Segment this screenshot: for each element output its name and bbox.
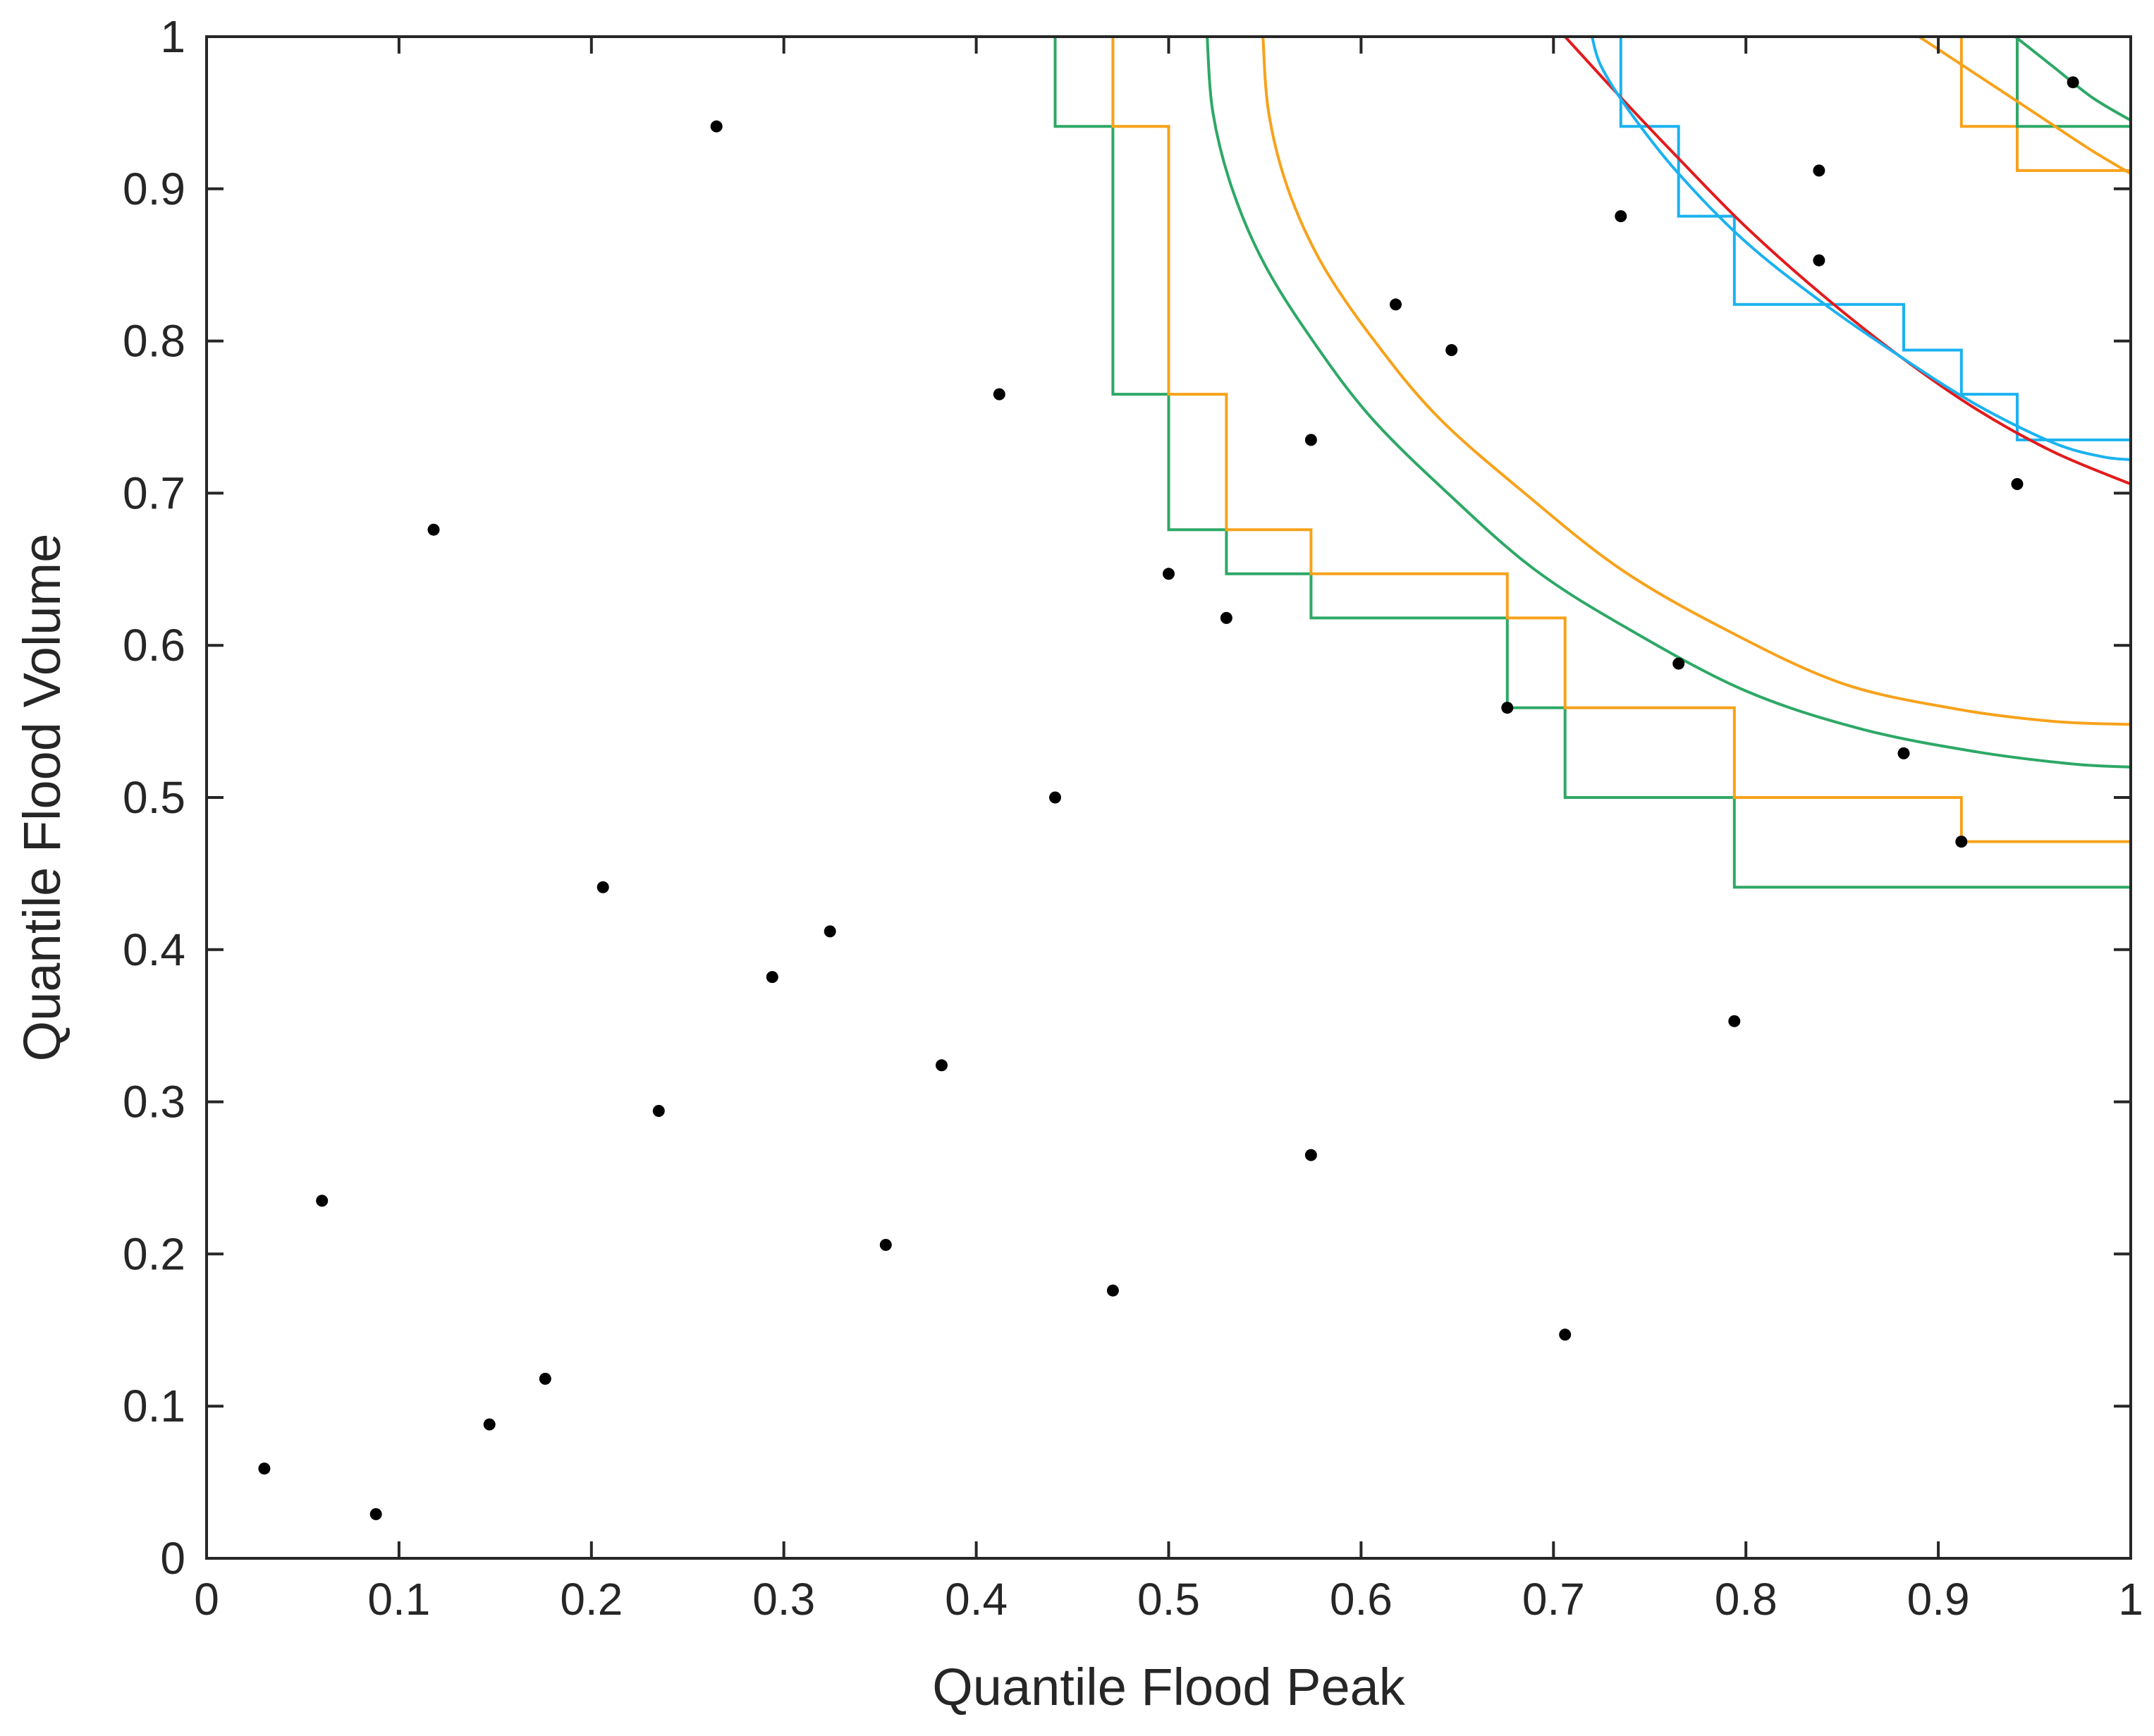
x-tick-label: 0.5 (1137, 1574, 1200, 1625)
data-point (1559, 1328, 1572, 1341)
data-point (427, 523, 440, 536)
data-point (766, 971, 778, 984)
data-point (1163, 568, 1175, 580)
data-point (369, 1508, 382, 1520)
x-tick-label: 0.3 (752, 1574, 815, 1625)
y-tick-label: 0.7 (123, 467, 185, 518)
data-point (1445, 344, 1458, 356)
data-point (2067, 76, 2079, 89)
data-point (1501, 702, 1514, 714)
y-axis-title: Quantile Flood Volume (13, 534, 71, 1062)
data-point (1813, 254, 1825, 267)
data-point (596, 881, 609, 893)
x-tick-label: 0.1 (367, 1574, 430, 1625)
data-points-layer (258, 76, 2079, 1520)
contour-line-orange-4 (1918, 37, 2131, 175)
data-point (824, 925, 836, 938)
contour-line-orange-1 (1261, 37, 2131, 726)
x-tick-label: 0.2 (560, 1574, 623, 1625)
x-tick-label: 0.4 (945, 1574, 1008, 1625)
step-line-green-4 (2016, 37, 2131, 128)
data-point (258, 1462, 271, 1475)
x-tick-label: 0.8 (1715, 1574, 1777, 1625)
data-point (993, 388, 1005, 401)
step-line-blue-2 (1619, 37, 2131, 441)
y-tick-label: 0.5 (123, 772, 185, 823)
axis-ticks-layer: 0 0.1 0.2 0.3 0.4 0.5 0.6 0.7 0.8 0.9 1 0 0.1 0.2 0.3 0… (123, 11, 2143, 1625)
y-tick-label: 0 (160, 1533, 185, 1584)
data-point (1220, 611, 1232, 624)
y-tick-label: 0.2 (123, 1228, 185, 1279)
data-point (1672, 657, 1685, 670)
data-point (1304, 434, 1317, 446)
x-tick-label: 1 (2118, 1574, 2143, 1625)
y-tick-label: 0.6 (123, 620, 185, 671)
data-point (539, 1372, 551, 1385)
data-point (710, 120, 723, 133)
x-axis-title: Quantile Flood Peak (932, 1658, 1406, 1716)
step-line-orange-1 (1111, 37, 2131, 843)
data-point (1813, 164, 1825, 177)
y-tick-label: 1 (160, 11, 185, 62)
contour-line-green-0 (1206, 37, 2131, 769)
step-line-green-0 (1053, 37, 2131, 889)
x-tick-label: 0 (194, 1574, 219, 1625)
step-line-orange-3 (1959, 37, 2131, 172)
data-point (1049, 791, 1061, 804)
data-point (1106, 1284, 1119, 1297)
data-point (1615, 210, 1627, 223)
data-point (2011, 478, 2024, 490)
y-tick-label: 0.4 (123, 924, 185, 975)
y-tick-label: 0.3 (123, 1077, 185, 1127)
series-lines-layer (1053, 37, 2131, 889)
contour-line-red-2 (1564, 37, 2131, 486)
x-tick-label: 0.7 (1522, 1574, 1585, 1625)
y-tick-label: 0.8 (123, 316, 185, 367)
data-point (316, 1194, 329, 1207)
data-point (879, 1239, 892, 1251)
data-point (936, 1059, 948, 1072)
y-tick-label: 0.1 (123, 1381, 185, 1431)
data-point (1897, 747, 1910, 759)
data-point (1390, 298, 1402, 311)
x-tick-label: 0.9 (1907, 1574, 1970, 1625)
data-point (1728, 1015, 1741, 1027)
data-point (1304, 1149, 1317, 1161)
data-point (483, 1418, 496, 1431)
x-tick-label: 0.6 (1330, 1574, 1393, 1625)
y-tick-label: 0.9 (123, 164, 185, 214)
contour-line-blue-3 (1590, 37, 2131, 461)
data-point (1955, 836, 1968, 848)
data-point (652, 1105, 665, 1117)
